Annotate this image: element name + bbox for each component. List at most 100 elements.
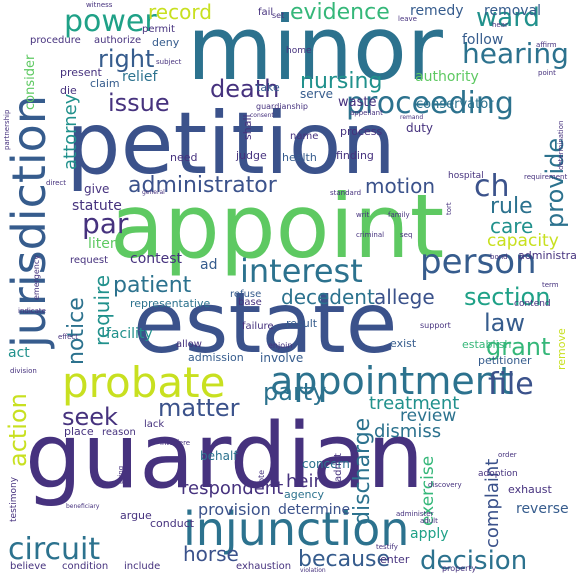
word-argue: argue <box>120 509 152 522</box>
word-condition: condition <box>62 561 109 572</box>
word-appoint: appoint <box>110 175 445 278</box>
word-apply: apply <box>410 526 449 542</box>
word-agency: agency <box>284 488 325 501</box>
word-facility: facility <box>106 326 153 342</box>
word-attorney: attorney <box>60 93 81 170</box>
word-appellant: appellant <box>350 109 383 117</box>
word-seq: seq <box>400 231 413 239</box>
word-deny: deny <box>152 36 180 49</box>
word-order: order <box>498 451 517 459</box>
word-direct: direct <box>46 179 67 187</box>
word-lack: lack <box>144 419 165 430</box>
word-notice: notice <box>64 297 89 365</box>
word-par: par <box>82 207 129 240</box>
word-estate: estate <box>133 274 398 372</box>
word-testify: testify <box>376 543 398 551</box>
word-motion: motion <box>365 174 436 198</box>
word-patient: patient <box>113 273 192 298</box>
word-present: present <box>60 66 102 79</box>
word-support: support <box>420 321 451 330</box>
word-writ: writ <box>356 211 370 219</box>
word-contend: contend <box>514 299 551 309</box>
word-requirement: requirement <box>524 173 568 181</box>
word-result: result <box>286 317 318 330</box>
word-relief: relief <box>122 69 158 85</box>
word-enjoin: enjoin <box>268 341 293 350</box>
word-issue: issue <box>108 89 170 117</box>
word-reason: reason <box>102 427 136 438</box>
word-division: division <box>10 367 37 375</box>
word-request: request <box>70 255 109 266</box>
word-exist: exist <box>390 337 417 350</box>
word-include: include <box>124 561 161 572</box>
word-capacity: capacity <box>487 231 559 251</box>
word-home: home <box>286 46 312 56</box>
word-leave: leave <box>398 15 417 23</box>
word-statute: statute <box>72 198 122 214</box>
word-term: term <box>542 281 559 289</box>
word-indicate: indicate <box>18 307 46 315</box>
word-probate: probate <box>62 358 226 407</box>
word-rule: rule <box>490 194 533 219</box>
word-respondent: respondent <box>181 478 284 499</box>
word-guardianship: guardianship <box>256 102 309 111</box>
word-judge: judge <box>236 149 267 162</box>
word-health: health <box>282 151 317 164</box>
word-establish: establish <box>462 338 512 351</box>
word-property: property <box>442 564 477 573</box>
word-effect: effect <box>58 333 79 341</box>
word-decedent: decedent <box>281 285 375 309</box>
word-tort: tort <box>445 202 453 215</box>
word-duty: duty <box>406 121 434 135</box>
word-bring: bring <box>117 465 125 484</box>
word-admission: admission <box>188 351 244 364</box>
word-administrator: administrator <box>128 173 277 198</box>
word-authorize: authorize <box>94 35 142 46</box>
word-hospital: hospital <box>448 171 484 181</box>
word-affirm: affirm <box>536 41 557 49</box>
word-exhaust: exhaust <box>508 483 552 496</box>
word-name: name <box>290 131 319 142</box>
word-enter: enter <box>380 553 410 566</box>
word-nursing: nursing <box>300 69 383 94</box>
word-conservator: conservator <box>416 97 494 112</box>
word-refuse: refuse <box>230 289 262 300</box>
word-remove: remove <box>555 328 568 370</box>
word-adult: adult <box>420 517 438 525</box>
word-base: base <box>238 297 262 308</box>
word-admit: admit <box>333 453 344 482</box>
word-ward: ward <box>476 3 540 33</box>
word-give: give <box>84 182 110 196</box>
word-note: note <box>257 469 266 488</box>
word-law: law <box>484 309 526 337</box>
word-petition: petition <box>66 94 396 194</box>
word-determination: determination <box>557 120 565 170</box>
word-adoption: adoption <box>478 469 518 479</box>
word-violation: violation <box>300 567 326 574</box>
word-appointment: appointment <box>270 359 514 403</box>
word-injunction: injunction <box>183 502 410 556</box>
word-general: general <box>142 189 165 196</box>
word-administration: administration <box>518 249 576 262</box>
word-power: power <box>64 4 157 39</box>
word-right: right <box>98 45 155 73</box>
word-subject: subject <box>156 58 182 66</box>
word-discharge: discharge <box>350 417 375 525</box>
word-evidence: evidence <box>290 0 390 25</box>
word-consider: consider <box>23 54 38 110</box>
word-file: file <box>488 367 534 402</box>
word-ad: ad <box>200 257 218 273</box>
word-exhaustion: exhaustion <box>236 561 292 572</box>
word-criminal: criminal <box>356 231 385 239</box>
word-provision: provision <box>198 500 271 519</box>
word-take: take <box>256 81 280 94</box>
word-die: die <box>60 84 77 97</box>
word-procedure: procedure <box>30 35 81 46</box>
word-need: need <box>170 151 198 164</box>
word-petitioner: petitioner <box>478 354 532 367</box>
word-circuit: circuit <box>8 532 101 567</box>
word-grant: grant <box>486 333 551 361</box>
word-believe: believe <box>10 561 47 572</box>
word-proceeding: proceeding <box>346 86 514 121</box>
